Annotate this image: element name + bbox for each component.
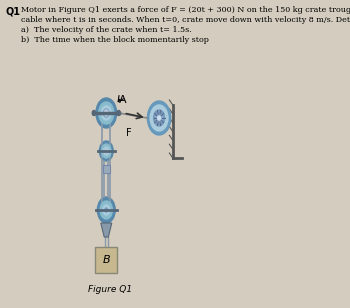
Circle shape [104,110,108,116]
Circle shape [105,149,108,153]
Circle shape [117,111,120,116]
Circle shape [99,141,113,161]
Circle shape [158,116,160,120]
Circle shape [96,98,117,128]
Circle shape [97,197,115,223]
Circle shape [92,111,96,116]
Circle shape [104,109,109,117]
Circle shape [102,144,111,158]
Circle shape [154,110,164,126]
Text: cable where t is in seconds. When t=0, crate move down with velocity 8 m/s. Dete: cable where t is in seconds. When t=0, c… [21,16,350,24]
Circle shape [147,101,171,135]
Text: a)  The velocity of the crate when t= 1.5s.: a) The velocity of the crate when t= 1.5… [21,26,191,34]
Circle shape [150,105,168,131]
Text: Q1: Q1 [6,6,21,16]
Circle shape [105,208,108,212]
Circle shape [104,147,109,155]
Circle shape [100,201,112,219]
FancyBboxPatch shape [95,247,117,273]
FancyBboxPatch shape [103,165,110,173]
Circle shape [103,205,110,215]
Polygon shape [101,223,112,237]
Text: B: B [103,255,110,265]
Circle shape [102,106,111,120]
Text: Figure Q1: Figure Q1 [88,285,132,294]
Circle shape [156,114,162,122]
Circle shape [156,114,162,122]
Text: A: A [119,95,126,105]
Text: b)  The time when the block momentarily stop: b) The time when the block momentarily s… [21,36,209,44]
Text: F: F [126,128,132,138]
Text: Motor in Figure Q1 exerts a force of F = (20t + 300) N on the 150 kg crate troug: Motor in Figure Q1 exerts a force of F =… [21,6,350,14]
Circle shape [99,102,114,124]
Circle shape [105,149,108,153]
